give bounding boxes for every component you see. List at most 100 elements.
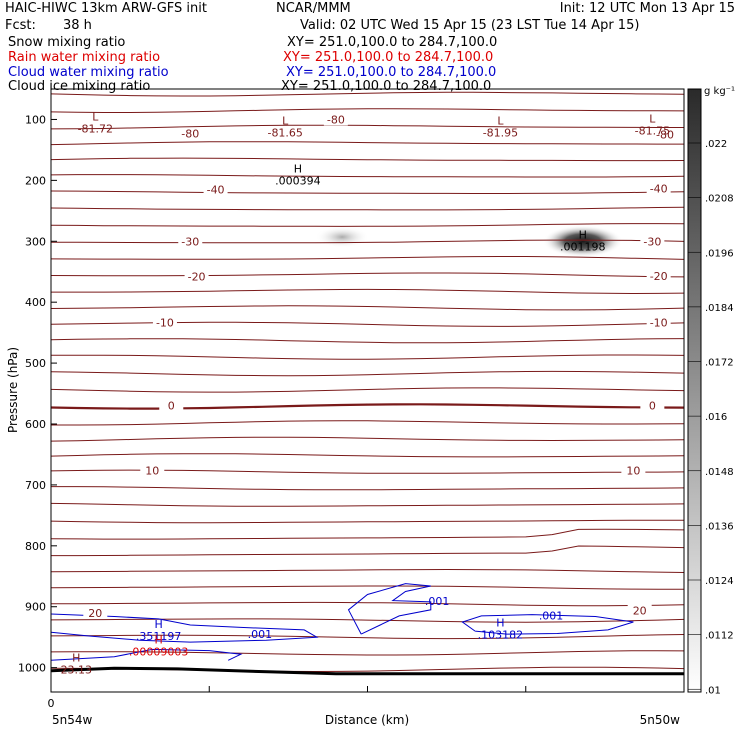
y-tick-label-4: 500 [25,357,46,370]
extremum-value-6: .351197 [136,630,182,643]
extremum-mark-8: H [72,652,80,665]
y-tick-label-1: 200 [25,174,46,187]
extremum-value-9: .103182 [478,628,524,641]
x-axis-label: Distance (km) [325,713,409,727]
isotherm-label-bg-13 [140,464,165,477]
y-tick-label-9: 1000 [18,662,46,675]
isotherm-line-2 [51,124,684,130]
isotherm-label-2: -80 [656,129,674,142]
isotherm-label-1: -80 [181,127,199,140]
isotherm-label-4: -40 [650,182,668,195]
y-tick-label-0: 100 [25,113,46,126]
isotherm-line-1 [51,108,684,113]
isotherm-line-15 [51,338,684,344]
extremum-value-5: .001198 [560,240,606,253]
isotherm-label-9: -10 [156,316,174,329]
extremum-mark-2: L [497,114,504,127]
colorbar-tick-label-6: .0148 [705,467,734,478]
y-axis-label: Pressure (hPa) [6,347,20,433]
isotherm-line-3 [51,141,684,146]
isotherm-line-13 [51,305,684,311]
cloud-water-contour-2 [461,614,634,635]
extremum-mark-7: H [154,633,162,646]
extremum-mark-5: H [579,228,587,241]
y-tick-label-5: 600 [25,418,46,431]
isotherm-line-29 [51,568,684,573]
extremum-mark-0: L [92,111,99,124]
isotherm-label-bg-1 [178,127,203,140]
isotherm-line-4 [51,157,684,162]
extremum-value-4: .000394 [275,174,321,187]
isotherm-label-bg-15 [83,606,108,619]
extremum-value-7: .00009003 [129,645,189,658]
organization-label: NCAR/MMM [276,1,351,16]
y-tick-label-6: 700 [25,479,46,492]
isotherm-label-bg-12 [640,399,665,412]
isotherm-line-22 [51,453,684,458]
colorbar-tick-label-3: .0184 [705,303,734,314]
isotherm-label-12: 0 [649,400,656,413]
field-rain-xy: XY= 251.0,100.0 to 284.7,100.0 [283,50,494,65]
isotherm-line-12 [51,288,684,295]
init-time: Init: 12 UTC Mon 13 Apr 15 [559,1,735,16]
isotherm-line-26 [51,519,684,524]
extremum-value-8: 23.13 [61,664,93,677]
colorbar [687,88,702,693]
extremum-mark-1: L [282,114,289,127]
isotherm-line-24 [51,486,684,491]
isotherm-line-30 [51,585,684,590]
isotherm-line-34 [51,650,684,656]
plot-title: HAIC-HIWC 13km ARW-GFS init [5,1,207,16]
colorbar-tick-label-1: .0208 [705,194,734,205]
isotherm-label-bg-11 [159,399,184,412]
isotherm-line-8 [51,223,684,227]
field-rain-name: Rain water mixing ratio [8,50,161,65]
cloud-water-contour-0 [51,613,319,643]
forecast-hour: 38 h [63,18,92,33]
cloud-water-label-1: .001 [425,595,450,608]
y-tick-label-2: 300 [25,235,46,248]
y-tick-label-8: 900 [25,601,46,614]
isotherm-label-5: -30 [181,235,199,248]
isotherm-label-15: 20 [88,607,102,620]
snow-maximum-0 [315,226,370,248]
isotherm-label-bg-0 [323,113,348,126]
field-cloud-ice-xy: XY= 251.0,100.0 to 284.7,100.0 [281,79,492,94]
isotherm-label-8: -20 [650,270,668,283]
colorbar-tick-label-0: .022 [705,139,727,150]
isotherm-line-14 [51,321,684,327]
y-tick-label-7: 800 [25,540,46,553]
valid-time: Valid: 02 UTC Wed 15 Apr 15 (23 LST Tue … [300,18,640,33]
isotherm-line-11 [51,272,684,278]
colorbar-tick-label-5: .016 [705,412,727,423]
isotherm-label-10: -10 [650,316,668,329]
isotherm-label-bg-3 [203,183,228,196]
x-start-location: 5n54w [52,713,93,727]
isotherm-label-16: 20 [633,604,647,617]
plot-frame [50,88,685,693]
extremum-value-3: -81.75 [635,125,670,138]
extremum-value-0: -81.72 [78,123,113,136]
isotherm-label-bg-4 [646,182,671,195]
isotherm-label-14: 10 [626,464,640,477]
cloud-water-label-0: .001 [248,628,273,641]
colorbar-tick-label-9: .0112 [705,631,734,642]
field-cloud-ice-name: Cloud ice mixing ratio [8,79,151,94]
isotherm-label-bg-9 [152,316,177,329]
isotherm-label-11: 0 [168,400,175,413]
isotherm-label-bg-16 [627,604,652,617]
field-snow-name: Snow mixing ratio [8,35,126,50]
isotherm-label-bg-7 [184,270,209,283]
isotherm-line-33 [51,634,684,640]
field-cloud-water-name: Cloud water mixing ratio [8,65,169,80]
isotherm-label-bg-5 [178,235,203,248]
y-tick-label-3: 400 [25,296,46,309]
extremum-mark-3: L [649,113,656,126]
isotherm-line-18 [51,387,684,393]
cloud-water-contour-3 [51,648,243,661]
x-tick-label-0: 0 [48,697,55,710]
isotherm-line-21 [51,436,684,442]
isotherm-label-7: -20 [188,271,206,284]
isotherm-label-6: -30 [643,235,661,248]
